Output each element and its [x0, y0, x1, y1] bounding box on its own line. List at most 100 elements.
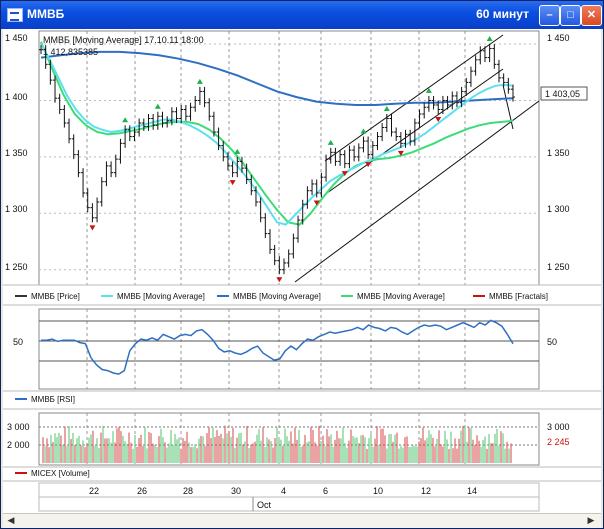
price-bar — [398, 132, 403, 148]
price-bar — [342, 150, 347, 169]
price-tick-1350-right: 1 350 — [547, 148, 570, 158]
legend-label-volume[interactable]: MICEX [Volume] — [31, 469, 90, 478]
price-bar — [123, 125, 128, 148]
price-tick-1450-left: 1 450 — [5, 33, 28, 43]
price-bar — [267, 229, 272, 254]
price-bar — [482, 46, 487, 63]
price-bar — [333, 147, 338, 166]
legend-label-ma-blue[interactable]: ММВБ [Moving Average] — [233, 292, 321, 301]
fractal-up-marker — [360, 128, 367, 134]
time-axis[interactable]: 22 26 28 30 4 6 10 12 14 Oct — [38, 482, 540, 512]
channel-line-upper — [324, 34, 504, 162]
window-title: ММВБ — [27, 7, 65, 21]
price-bar — [356, 143, 361, 162]
price-bar — [431, 95, 436, 110]
price-bar — [244, 163, 249, 184]
legend-label-rsi[interactable]: ММВБ [RSI] — [31, 395, 75, 404]
ma-cyan-line — [40, 43, 514, 226]
legend-label-ma-cyan[interactable]: ММВБ [Moving Average] — [117, 292, 205, 301]
day-label-6: 6 — [323, 486, 328, 496]
price-bar — [319, 172, 324, 198]
price-bar — [113, 154, 118, 178]
price-bar — [141, 118, 146, 131]
price-bar — [151, 113, 156, 130]
moving-average-lines — [40, 41, 514, 226]
price-bar — [272, 244, 277, 266]
price-bars — [39, 44, 515, 275]
maximize-button[interactable]: □ — [560, 5, 581, 26]
price-tick-1350-left: 1 350 — [5, 148, 28, 158]
price-bar — [155, 111, 160, 130]
minimize-button[interactable]: – — [539, 5, 560, 26]
legend-label-price[interactable]: ММВБ [Price] — [31, 292, 80, 301]
timeframe-label[interactable]: 60 минут — [476, 7, 529, 21]
horizontal-scrollbar[interactable]: ◀ ▶ — [3, 513, 601, 528]
fractal-up-marker — [486, 36, 493, 42]
price-bar — [511, 84, 515, 102]
price-bar — [197, 86, 202, 105]
price-bar — [394, 127, 399, 142]
price-bar — [417, 109, 422, 128]
day-label-30: 30 — [231, 486, 241, 496]
scroll-right-icon[interactable]: ▶ — [587, 515, 595, 525]
price-bar — [464, 77, 469, 96]
legend-label-fractals[interactable]: ММВБ [Fractals] — [489, 292, 548, 301]
price-bar — [57, 93, 62, 114]
price-bar — [230, 161, 235, 178]
price-bar — [188, 102, 193, 121]
price-bar — [258, 197, 263, 223]
price-bar — [202, 86, 207, 108]
day-label-26: 26 — [137, 486, 147, 496]
price-bar — [324, 154, 329, 182]
price-header-line2: 1 412,835385 — [43, 47, 98, 57]
fractal-up-marker — [154, 103, 161, 109]
price-bar — [221, 141, 226, 162]
price-last-value: 1 403,05 — [545, 89, 580, 99]
legend-label-ma-green[interactable]: ММВБ [Moving Average] — [357, 292, 445, 301]
price-bar — [389, 113, 394, 137]
title-bar[interactable]: ММВБ 60 минут – □ ✕ — [1, 1, 603, 29]
fractal-markers — [89, 36, 493, 283]
price-bar — [296, 215, 301, 243]
scroll-left-icon[interactable]: ◀ — [7, 515, 15, 525]
price-tick-1300-left: 1 300 — [5, 204, 28, 214]
price-tick-1450-right: 1 450 — [547, 33, 570, 43]
price-axis-left: 1 450 1 400 1 350 1 300 1 250 — [5, 33, 28, 272]
price-bar — [436, 100, 441, 114]
price-bar — [422, 102, 427, 119]
price-bar — [104, 161, 109, 187]
price-bar — [76, 150, 81, 178]
price-bar — [305, 186, 310, 209]
close-button[interactable]: ✕ — [581, 5, 602, 26]
day-label-4: 4 — [281, 486, 286, 496]
price-bar — [282, 258, 287, 275]
volume-tick-3000-right: 3 000 — [547, 422, 570, 432]
chart-app-icon — [7, 8, 23, 22]
fractal-down-marker — [276, 277, 283, 283]
fractal-down-marker — [89, 225, 96, 231]
price-bar — [146, 113, 151, 131]
price-tick-1250-right: 1 250 — [547, 262, 570, 272]
price-bar — [426, 95, 431, 112]
chart-canvas[interactable]: ММВБ [Moving Average] 17.10.11 18:00 1 4… — [3, 29, 601, 513]
price-bar — [375, 132, 380, 151]
volume-bars — [42, 425, 512, 463]
price-bar — [300, 199, 305, 225]
chart-area: ММВБ [Moving Average] 17.10.11 18:00 1 4… — [3, 29, 601, 513]
price-axis-right: 1 450 1 350 1 300 1 250 — [547, 33, 570, 272]
price-bar — [403, 129, 408, 148]
price-bar — [286, 249, 291, 268]
price-bar — [132, 127, 137, 142]
rsi-tick-50-left: 50 — [13, 337, 23, 347]
time-axis-month-row — [38, 496, 540, 512]
price-grid — [39, 31, 539, 285]
fractal-down-marker — [365, 162, 372, 168]
price-bar — [165, 116, 170, 128]
price-bar — [454, 91, 459, 108]
price-bar — [408, 129, 413, 146]
price-bar — [99, 177, 104, 207]
rsi-grid — [86, 309, 466, 389]
rsi-line — [41, 319, 514, 375]
price-tick-1250-left: 1 250 — [5, 262, 28, 272]
